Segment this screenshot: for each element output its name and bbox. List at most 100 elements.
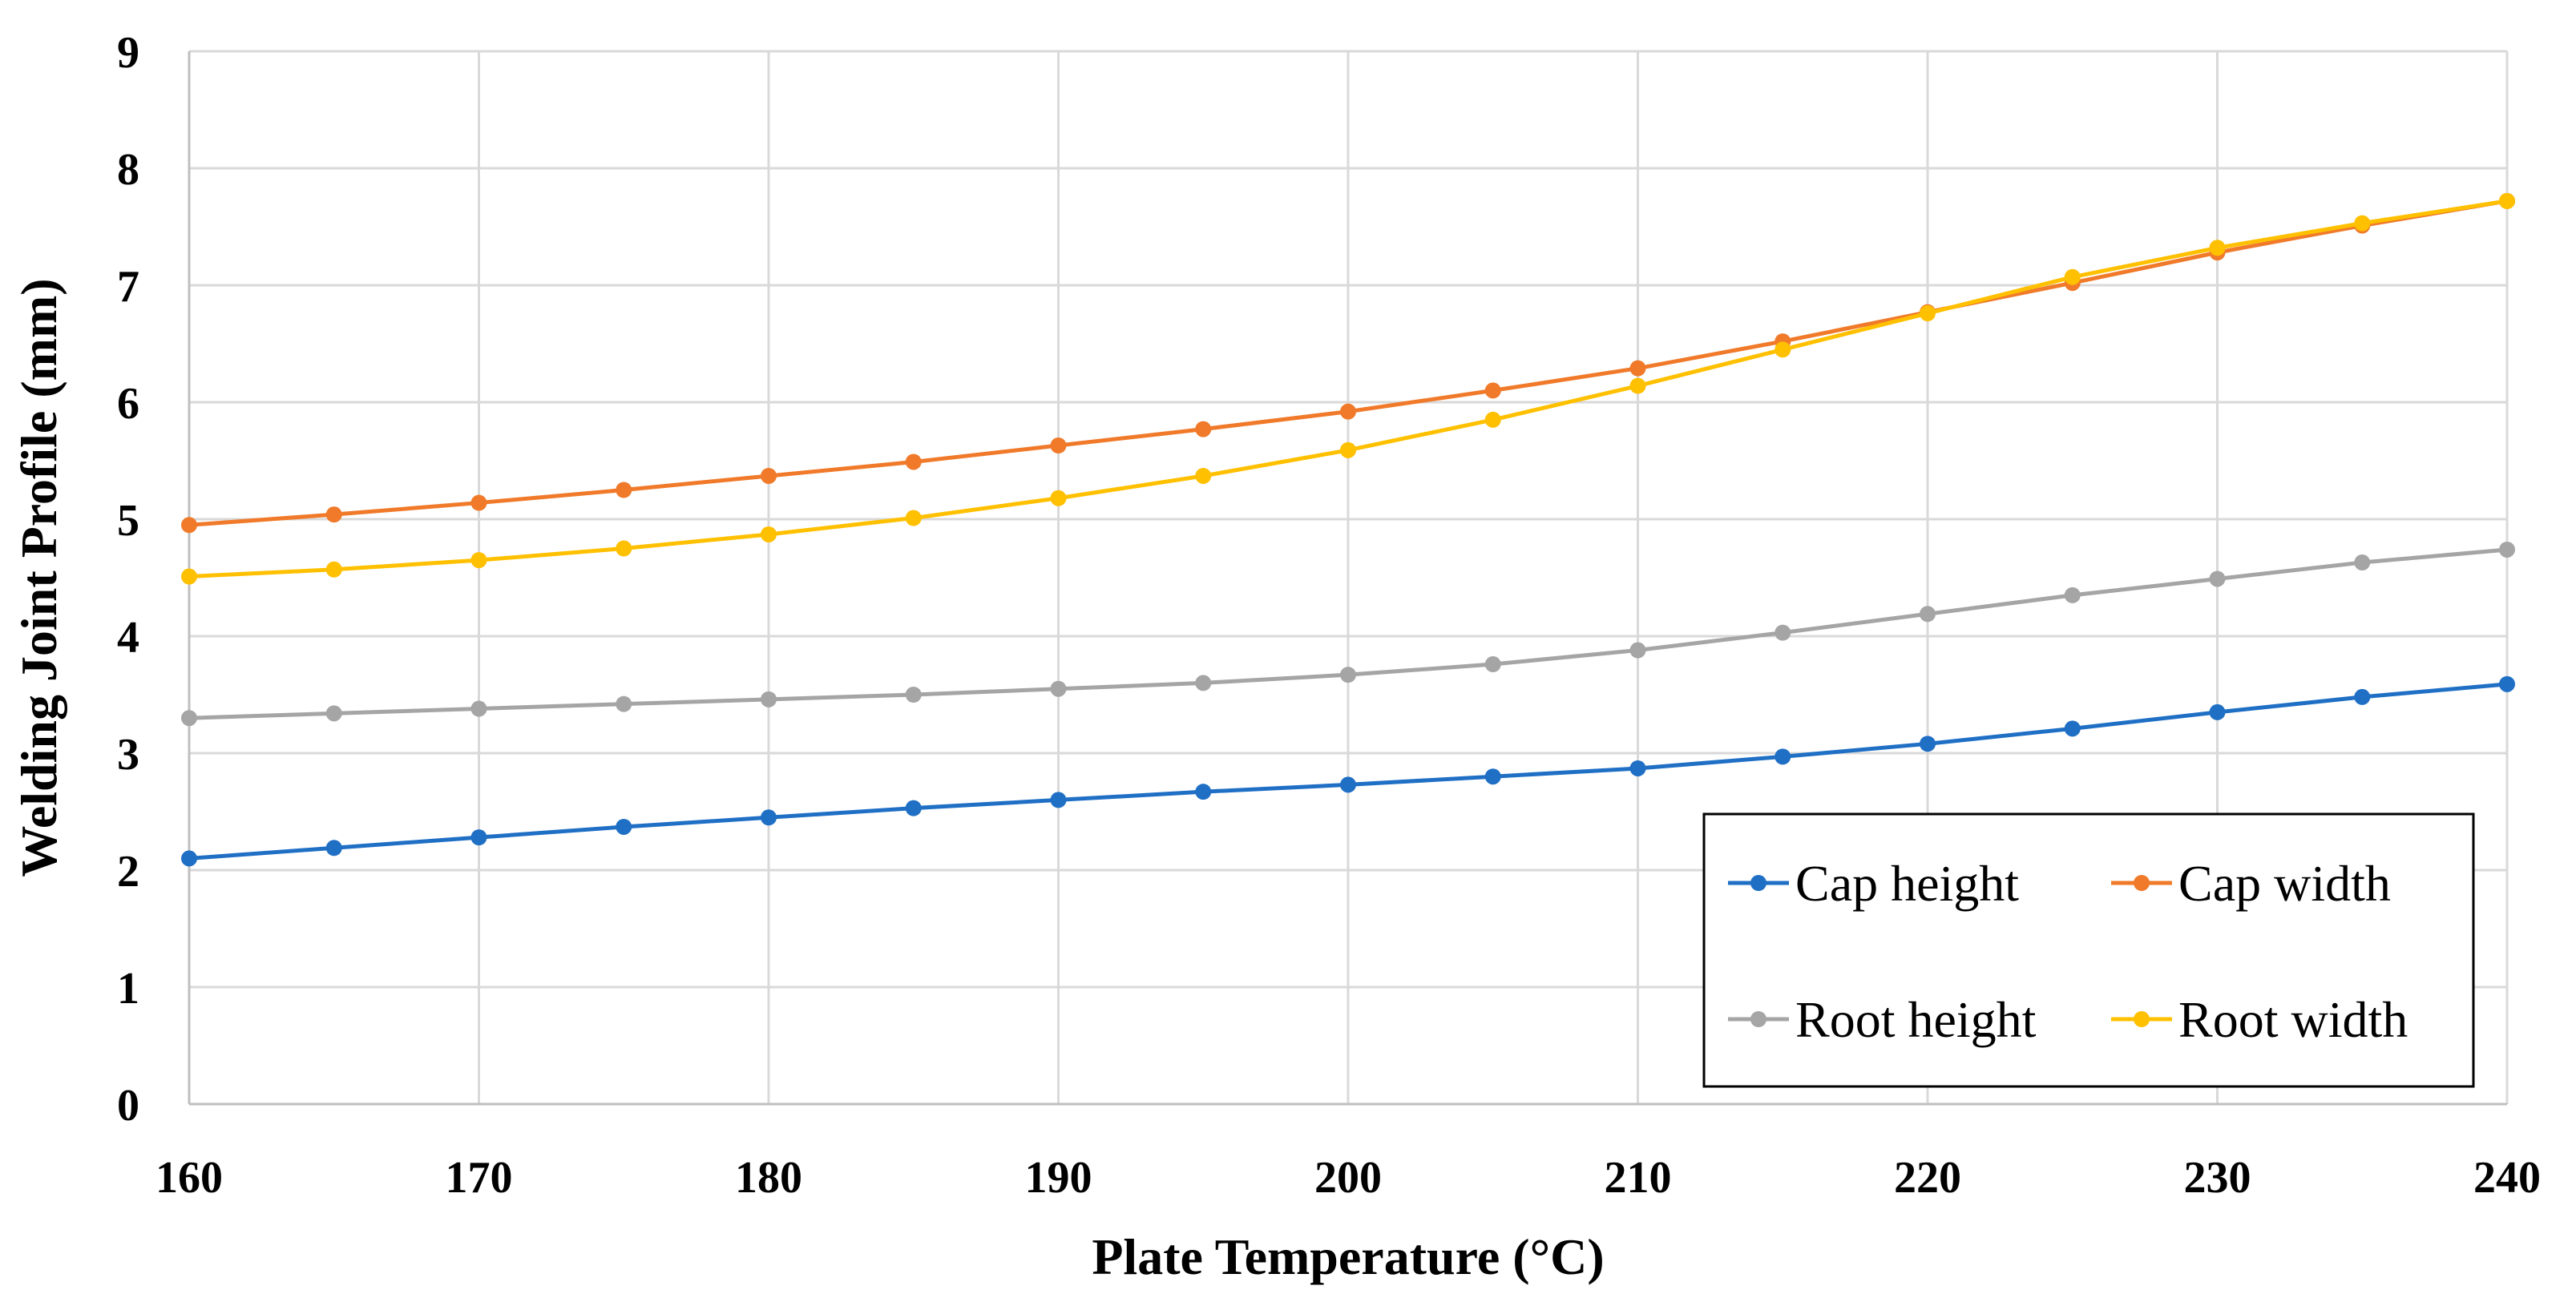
legend: Cap height Cap width Root height Root width <box>1702 812 2475 1088</box>
x-tick-label: 220 <box>1894 1153 1961 1203</box>
root-width-point <box>1340 441 1356 458</box>
x-tick-label: 180 <box>735 1153 802 1203</box>
root-height-point <box>1195 675 1212 691</box>
root-width-point <box>2064 268 2081 285</box>
cap-width-point <box>470 494 487 511</box>
root-width-point <box>616 540 632 557</box>
root-width-point <box>905 510 922 526</box>
legend-swatch-marker <box>1750 1011 1766 1027</box>
cap-height-point <box>1195 784 1212 800</box>
root-height-point <box>1920 606 1936 623</box>
root-width-series <box>181 192 2515 585</box>
legend-swatch-marker <box>2134 1011 2150 1027</box>
cap-height-point <box>761 809 777 826</box>
cap-width-point <box>616 482 632 498</box>
cap-width-point <box>1195 421 1212 437</box>
root-height-point <box>905 687 922 703</box>
x-tick-label: 160 <box>155 1153 223 1203</box>
cap-width-point <box>181 517 197 534</box>
cap-width-point <box>1629 360 1646 377</box>
x-tick-label: 190 <box>1025 1153 1092 1203</box>
cap-height-point <box>325 840 342 857</box>
root-width-point <box>1050 490 1067 506</box>
x-tick-label: 240 <box>2473 1153 2541 1203</box>
root-height-point <box>181 710 197 727</box>
root-width-point <box>181 568 197 585</box>
cap-height-series <box>181 675 2515 867</box>
root-height-point <box>470 700 487 717</box>
root-width-point <box>1629 377 1646 394</box>
cap-height-point <box>616 818 632 835</box>
y-tick-label: 4 <box>117 613 139 663</box>
cap-width-point <box>761 467 777 484</box>
root-width-point <box>1484 411 1501 428</box>
root-width-point <box>2354 215 2371 232</box>
y-tick-label: 2 <box>117 847 139 897</box>
legend-label: Cap width <box>2178 855 2391 912</box>
y-axis-title: Welding Joint Profile (mm) <box>10 278 67 877</box>
x-tick-label: 170 <box>446 1153 513 1203</box>
root-height-point <box>2499 541 2515 558</box>
x-tick-label: 200 <box>1314 1153 1382 1203</box>
y-tick-label: 0 <box>117 1081 139 1131</box>
y-tick-label: 8 <box>117 145 139 195</box>
root-width-point <box>2209 240 2226 256</box>
cap-width-point <box>905 453 922 470</box>
y-tick-label: 6 <box>117 379 139 429</box>
legend-box <box>1702 812 2475 1088</box>
cap-height-point <box>470 829 487 846</box>
cap-width-point <box>1050 437 1067 454</box>
root-height-point <box>1050 680 1067 697</box>
y-tick-label: 5 <box>117 496 139 546</box>
root-width-point <box>2499 192 2515 209</box>
cap-height-point <box>2354 688 2371 705</box>
root-width-point <box>325 561 342 578</box>
cap-width-point <box>1484 382 1501 399</box>
root-height-point <box>761 691 777 707</box>
root-height-point <box>1629 642 1646 659</box>
cap-height-point <box>1484 768 1501 785</box>
root-height-series <box>181 541 2515 727</box>
cap-height-point <box>1050 792 1067 808</box>
cap-height-point <box>1340 776 1356 793</box>
legend-swatch-marker <box>1750 875 1766 891</box>
root-width-point <box>1195 467 1212 484</box>
root-height-point <box>2064 587 2081 603</box>
cap-height-point <box>905 800 922 816</box>
root-width-point <box>470 552 487 569</box>
root-width-point <box>1775 341 1791 358</box>
y-tick-label: 1 <box>117 964 139 1014</box>
root-width-point <box>1920 305 1936 322</box>
cap-height-point <box>1775 748 1791 765</box>
series-lines <box>181 192 2515 867</box>
legend-label: Root width <box>2178 991 2408 1048</box>
x-tick-label: 230 <box>2184 1153 2251 1203</box>
root-height-point <box>2354 554 2371 571</box>
legend-item-root-height: Root height <box>1728 991 2037 1048</box>
y-tick-label: 3 <box>117 730 139 780</box>
legend-label: Root height <box>1795 991 2037 1048</box>
root-height-point <box>1484 656 1501 673</box>
root-height-point <box>325 705 342 722</box>
cap-height-point <box>2064 720 2081 737</box>
legend-item-root-width: Root width <box>2111 991 2408 1048</box>
root-width-point <box>761 526 777 542</box>
legend-item-cap-height: Cap height <box>1728 855 2019 912</box>
cap-height-point <box>1920 736 1936 752</box>
cap-height-point <box>2499 675 2515 692</box>
legend-items: Cap height Cap width Root height Root width <box>1728 855 2408 1048</box>
x-tick-label: 210 <box>1605 1153 1672 1203</box>
cap-height-point <box>181 850 197 867</box>
grid <box>189 50 2509 1104</box>
cap-width-point <box>1340 403 1356 420</box>
x-axis-title: Plate Temperature (°C) <box>1092 1228 1604 1285</box>
root-height-point <box>616 695 632 712</box>
y-tick-label: 7 <box>117 262 139 312</box>
y-tick-label: 9 <box>117 28 139 78</box>
root-height-point <box>2209 570 2226 587</box>
cap-height-point <box>2209 703 2226 720</box>
legend-label: Cap height <box>1795 855 2019 912</box>
legend-item-cap-width: Cap width <box>2111 855 2391 912</box>
